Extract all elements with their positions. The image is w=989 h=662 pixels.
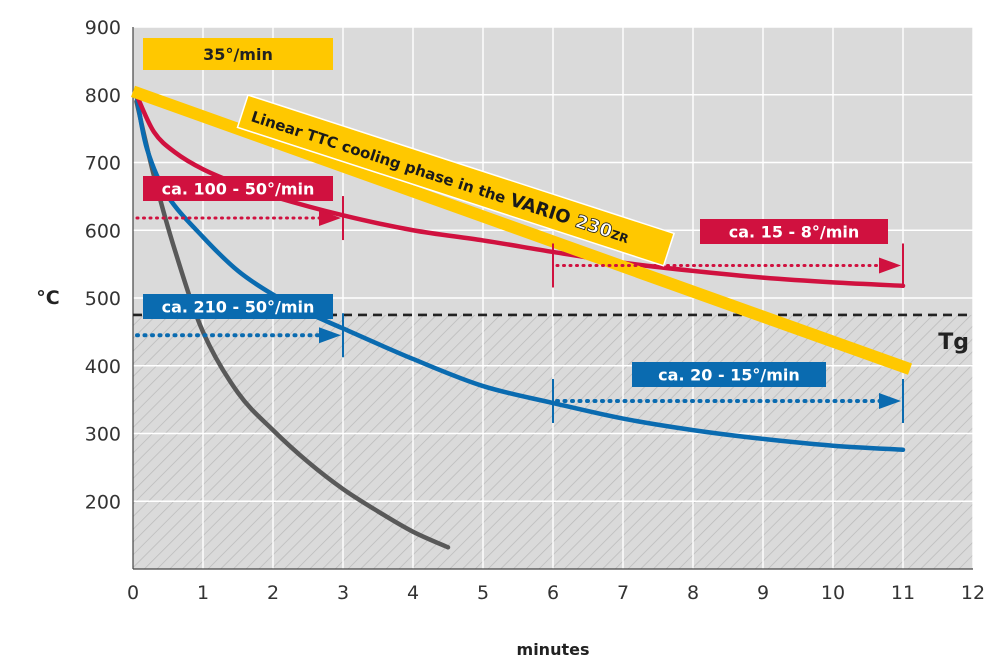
y-tick-label: 900 (85, 17, 121, 39)
x-tick-label: 9 (757, 582, 769, 604)
x-tick-label: 7 (617, 582, 629, 604)
label-box-yellow (143, 38, 333, 70)
y-tick-label: 700 (85, 153, 121, 175)
series-lines (130, 85, 913, 550)
annotation-label: ca. 100 - 50°/min (162, 180, 315, 199)
series-yellow-linear (130, 85, 913, 375)
x-tick-label: 0 (127, 582, 139, 604)
y-tick-label: 800 (85, 85, 121, 107)
annotation-label: 35°/min (203, 45, 273, 64)
label-box-red (700, 219, 888, 244)
y-tick-label: 600 (85, 220, 121, 242)
arrow-head-blue (319, 327, 341, 344)
x-tick-label: 5 (477, 582, 489, 604)
y-tick-label: 300 (85, 424, 121, 446)
x-tick-label: 2 (267, 582, 279, 604)
ttc-band-suffix: ZR (609, 227, 630, 246)
x-tick-label: 12 (961, 582, 985, 604)
y-tick-label: 500 (85, 288, 121, 310)
label-box-blue (143, 294, 333, 319)
y-tick-label: 400 (85, 356, 121, 378)
x-tick-label: 8 (687, 582, 699, 604)
label-box-red (143, 176, 333, 201)
annotation-label: ca. 20 - 15°/min (658, 366, 800, 385)
series-gray (134, 99, 451, 550)
x-axis-title: minutes (517, 640, 590, 659)
x-tick-label: 4 (407, 582, 419, 604)
y-axis-title: °C (36, 287, 59, 309)
annotation-label: ca. 210 - 50°/min (162, 298, 315, 317)
arrow-head-red (319, 210, 341, 227)
x-tick-label: 10 (821, 582, 845, 604)
y-tick-label: 200 (85, 491, 121, 513)
arrow-head-red (879, 257, 901, 274)
axes (132, 27, 973, 570)
x-tick-label: 6 (547, 582, 559, 604)
series-red (134, 92, 906, 289)
x-tick-label: 11 (891, 582, 915, 604)
x-tick-label: 1 (197, 582, 209, 604)
annotation-label: ca. 15 - 8°/min (729, 223, 860, 242)
arrow-head-blue (879, 392, 901, 409)
series-blue (134, 92, 906, 453)
tg-label: Tg (938, 330, 969, 355)
label-box-blue (632, 362, 826, 387)
ttc-band-box (236, 94, 676, 267)
dotted-arrows (135, 196, 904, 423)
x-tick-label: 3 (337, 582, 349, 604)
